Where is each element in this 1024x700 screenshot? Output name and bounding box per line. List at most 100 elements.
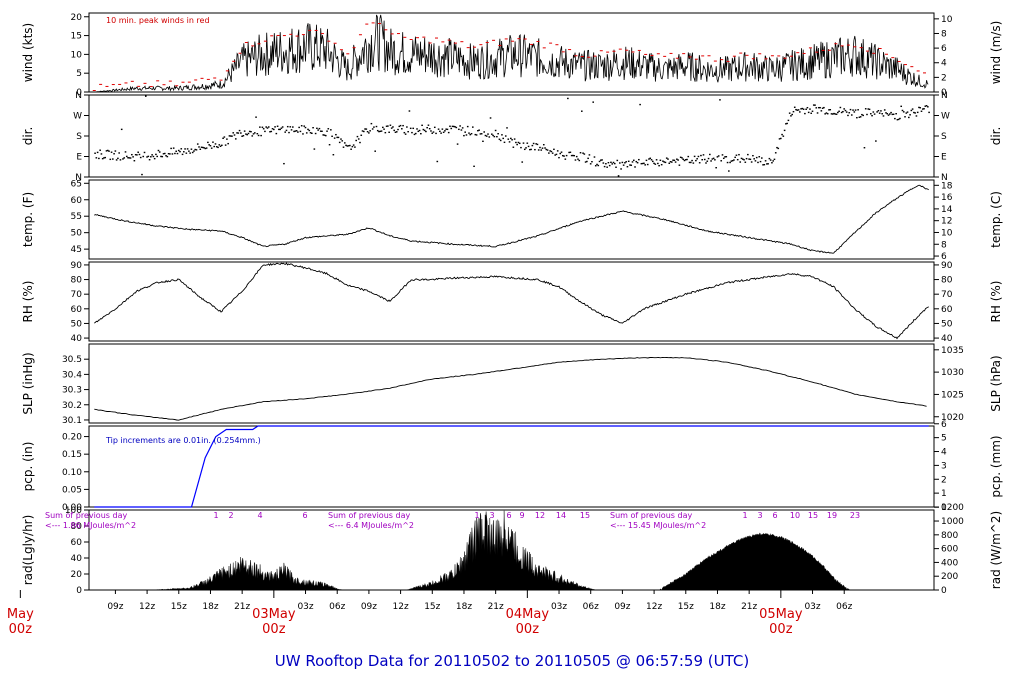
direction-point <box>771 162 773 164</box>
direction-point <box>648 158 650 160</box>
x-tick-label: 09z <box>361 602 377 612</box>
direction-point <box>886 113 889 115</box>
direction-point <box>857 109 859 111</box>
direction-point <box>816 112 819 114</box>
direction-point <box>653 162 655 165</box>
direction-point <box>522 142 525 144</box>
direction-point <box>294 130 297 132</box>
y-axis-label-right: rad (W/m^2) <box>989 511 1003 589</box>
direction-point <box>442 131 445 134</box>
direction-point <box>401 128 403 130</box>
direction-point <box>488 136 491 138</box>
direction-point <box>673 159 676 162</box>
direction-point <box>920 110 923 112</box>
direction-point <box>378 130 380 133</box>
y-axis-label-left: RH (%) <box>21 281 35 323</box>
direction-point <box>109 158 112 161</box>
direction-point <box>475 134 478 136</box>
direction-point <box>636 162 639 164</box>
direction-point <box>928 111 930 114</box>
radiation-hour-label: 1 <box>474 511 479 520</box>
direction-point <box>387 125 389 127</box>
direction-point <box>734 156 736 159</box>
direction-point <box>286 125 289 128</box>
direction-point <box>674 161 677 163</box>
direction-point <box>290 129 293 131</box>
direction-point <box>255 116 257 118</box>
direction-point <box>503 141 506 144</box>
x-tick-label: 03z <box>551 602 567 612</box>
direction-point <box>304 126 307 129</box>
direction-point <box>800 108 802 110</box>
direction-point <box>458 128 460 131</box>
direction-point <box>638 158 640 161</box>
panel-frame <box>88 179 935 260</box>
y-tick-label-right: 0 <box>941 586 947 596</box>
direction-point <box>820 110 823 112</box>
direction-point <box>688 161 691 164</box>
radiation-hour-label: 12 <box>535 511 545 520</box>
direction-point <box>531 144 534 147</box>
y-tick-label-right: 60 <box>941 305 953 315</box>
y-tick-label-right: 8 <box>941 240 947 250</box>
direction-point <box>925 105 928 107</box>
direction-point <box>219 145 222 147</box>
direction-point <box>640 162 643 165</box>
direction-point <box>440 132 442 134</box>
direction-point <box>660 163 663 166</box>
y-tick-label: 15 <box>71 32 82 42</box>
direction-point <box>246 133 248 136</box>
direction-point <box>267 126 270 128</box>
direction-point <box>169 153 171 155</box>
direction-point <box>606 166 608 168</box>
direction-point <box>510 137 512 140</box>
direction-point <box>624 162 626 164</box>
y-tick-label-right: 3 <box>941 461 947 471</box>
direction-point <box>682 158 685 160</box>
direction-point <box>588 154 591 156</box>
y-tick-label: 60 <box>71 196 83 206</box>
direction-point <box>853 111 856 113</box>
direction-point <box>100 153 103 155</box>
direction-point <box>508 141 511 143</box>
direction-point <box>739 161 742 163</box>
direction-point <box>554 154 556 156</box>
direction-point <box>99 149 101 151</box>
direction-point <box>839 106 842 109</box>
direction-point <box>891 113 894 116</box>
direction-point <box>791 113 794 116</box>
direction-point <box>910 109 913 112</box>
direction-point <box>388 131 390 133</box>
panel-rad: rad(Lgly/hr) rad (W/m^2)02040608010002004… <box>21 503 1003 596</box>
direction-point <box>355 139 357 142</box>
direction-point <box>398 125 401 128</box>
direction-point <box>469 133 472 136</box>
direction-point <box>497 132 499 135</box>
panel-wind: wind (kts) wind (m/s) 0 5 10 15 20 0 2 4 6 8 10 10 mi… <box>21 12 1003 98</box>
direction-point <box>166 155 169 158</box>
direction-point <box>450 127 453 130</box>
x-tick-label: 15z <box>678 602 694 612</box>
direction-point <box>313 148 316 150</box>
y-tick-label: 70 <box>71 290 83 300</box>
direction-point <box>269 131 271 133</box>
x-date-time: 00z <box>516 622 540 637</box>
direction-point <box>485 135 488 137</box>
direction-point <box>253 132 256 134</box>
direction-point <box>597 164 600 167</box>
direction-point <box>843 108 845 110</box>
direction-point <box>544 147 546 149</box>
direction-point <box>584 161 587 163</box>
direction-point <box>871 114 873 117</box>
direction-point <box>724 156 726 158</box>
x-tick-label: 03z <box>297 602 313 612</box>
direction-point <box>207 141 209 144</box>
direction-point <box>863 147 866 149</box>
direction-point <box>639 103 641 106</box>
y-tick-label-right: 1 <box>941 489 947 499</box>
direction-point <box>283 162 285 165</box>
direction-point <box>657 162 659 165</box>
direction-point <box>738 153 740 156</box>
direction-point <box>654 163 657 165</box>
